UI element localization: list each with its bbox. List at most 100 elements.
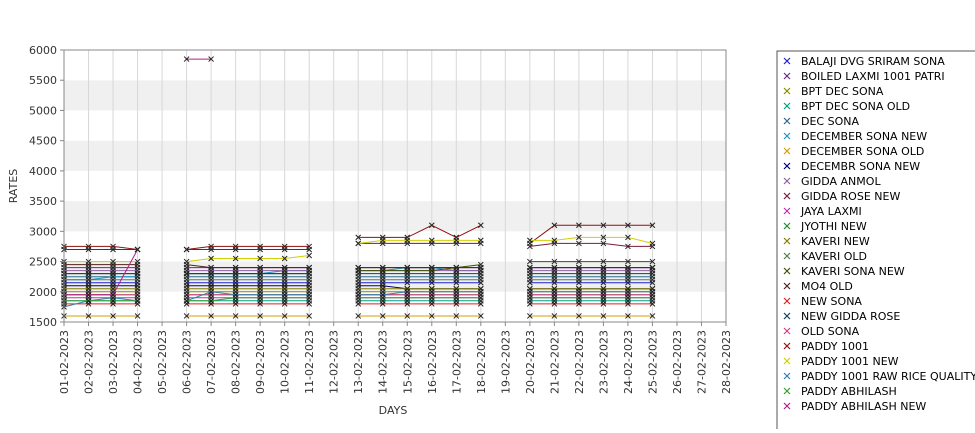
data-point <box>355 313 362 319</box>
data-point <box>208 264 214 271</box>
legend-marker <box>783 297 791 305</box>
data-point <box>404 288 411 295</box>
x-tick-label: 06-02-2023 <box>181 330 194 394</box>
series-17 <box>61 301 656 307</box>
data-point <box>526 237 533 244</box>
data-point <box>183 313 190 319</box>
series-line <box>64 242 653 250</box>
data-point <box>85 276 92 283</box>
data-point <box>110 258 116 265</box>
data-point <box>649 294 656 301</box>
series-layer <box>61 56 656 319</box>
legend-label: BPT DEC SONA <box>801 85 884 98</box>
data-point <box>428 294 435 301</box>
series-14 <box>61 276 656 283</box>
data-point <box>281 243 288 250</box>
data-point <box>551 301 558 307</box>
data-point <box>477 313 484 319</box>
y-tick-label: 4500 <box>29 135 57 148</box>
data-point <box>208 255 214 262</box>
legend-label: PADDY ABHILASH <box>801 385 897 398</box>
legend-item: NEW SONA <box>783 295 862 308</box>
data-point <box>110 276 116 283</box>
data-point <box>526 258 533 265</box>
data-point <box>257 313 264 319</box>
legend-item: MO4 OLD <box>783 280 853 293</box>
x-axis-ticks: 01-02-2023 02-02-2023 03-02-2023 04-02-2023… <box>58 322 733 394</box>
legend-label: BPT DEC SONA OLD <box>801 100 910 113</box>
data-point <box>404 270 411 277</box>
legend-item: JYOTHI NEW <box>783 220 867 233</box>
data-point <box>257 270 264 277</box>
legend-marker <box>783 132 791 140</box>
data-point <box>428 276 435 283</box>
legend-marker <box>783 72 791 80</box>
data-point <box>551 264 558 271</box>
data-point <box>600 240 607 247</box>
data-point <box>306 294 313 301</box>
data-point <box>85 270 92 277</box>
series-line <box>64 236 653 263</box>
x-tick-label: 13-02-2023 <box>352 330 365 394</box>
data-point <box>232 270 239 277</box>
data-point <box>551 313 558 319</box>
data-point <box>453 313 460 319</box>
x-tick-label: 14-02-2023 <box>377 330 390 394</box>
data-point <box>134 276 141 283</box>
data-point <box>85 285 92 292</box>
data-point <box>625 294 631 301</box>
data-point <box>355 240 362 247</box>
legend-marker <box>783 117 791 125</box>
legend-label: PADDY 1001 <box>801 340 869 353</box>
x-tick-label: 01-02-2023 <box>58 330 71 394</box>
data-point <box>649 270 656 277</box>
data-point <box>649 276 656 283</box>
y-tick-label: 5500 <box>29 74 57 87</box>
data-point <box>306 270 313 277</box>
data-point <box>428 222 435 229</box>
series-10 <box>61 240 656 253</box>
data-point <box>110 291 116 298</box>
legend-item: DECEMBER SONA NEW <box>783 130 927 143</box>
series-22 <box>61 288 656 310</box>
data-point <box>110 297 116 304</box>
data-point <box>649 258 656 265</box>
data-point <box>85 297 92 304</box>
grid-band <box>64 231 726 262</box>
legend-marker <box>783 387 791 395</box>
data-point <box>85 291 92 298</box>
grid-band <box>64 140 726 171</box>
data-point <box>208 276 214 283</box>
legend-item: PADDY ABHILASH <box>783 385 897 398</box>
data-point <box>551 276 558 283</box>
plot-frame <box>63 49 727 323</box>
data-point <box>625 234 631 241</box>
data-point <box>134 270 141 277</box>
legend-item: PADDY 1001 <box>783 340 869 353</box>
data-point <box>600 301 607 307</box>
data-point <box>355 301 362 307</box>
data-point <box>477 276 484 283</box>
data-point <box>551 258 558 265</box>
data-point <box>600 264 607 271</box>
data-point <box>600 222 607 229</box>
data-point <box>110 313 116 319</box>
x-tick-label: 15-02-2023 <box>401 330 414 394</box>
legend-item: BOILED LAXMI 1001 PATRI <box>783 70 945 83</box>
data-point <box>551 237 558 244</box>
legend-label: KAVERI OLD <box>801 250 867 263</box>
data-point <box>526 288 533 295</box>
legend-label: DECEMBER SONA OLD <box>801 145 924 158</box>
data-point <box>257 294 264 301</box>
legend-label: NEW GIDDA ROSE <box>801 310 900 323</box>
data-point <box>576 222 582 229</box>
legend-marker <box>783 207 791 215</box>
data-point <box>576 258 582 265</box>
grid-bands <box>64 50 726 322</box>
data-point <box>257 264 264 271</box>
x-tick-label: 03-02-2023 <box>107 330 120 394</box>
data-point <box>453 288 460 295</box>
data-point <box>453 294 460 301</box>
series-line <box>64 297 653 302</box>
data-point <box>232 255 239 262</box>
